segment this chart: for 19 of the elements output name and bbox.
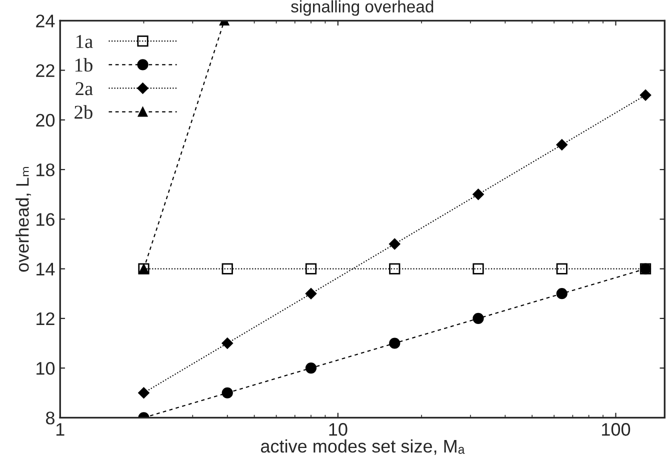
chart-title: signalling overhead	[291, 0, 434, 16]
x-tick-label: 10	[329, 423, 348, 436]
x-tick-label: 1	[56, 423, 64, 436]
legend-label: 2b	[74, 105, 92, 119]
legend-label: 1b	[75, 58, 92, 72]
y-tick-label: 24	[36, 14, 55, 28]
x-axis-title: active modes set size, Mₐ	[260, 439, 465, 455]
y-tick-label: 18	[36, 163, 54, 176]
y-tick-label: 14	[36, 262, 55, 276]
y-tick-label: 20	[36, 114, 55, 127]
y-tick-label: 22	[36, 64, 54, 77]
x-tick-label: 100	[602, 423, 630, 436]
y-tick-label: 16	[36, 213, 54, 226]
y-tick-label: 8	[46, 412, 54, 424]
legend-label: 2a	[76, 82, 93, 96]
legend-label: 1a	[76, 35, 93, 48]
y-tick-label: 10	[36, 362, 55, 375]
y-tick-label: 12	[36, 312, 54, 325]
y-axis-title: overhead, Lₘ	[16, 167, 31, 272]
